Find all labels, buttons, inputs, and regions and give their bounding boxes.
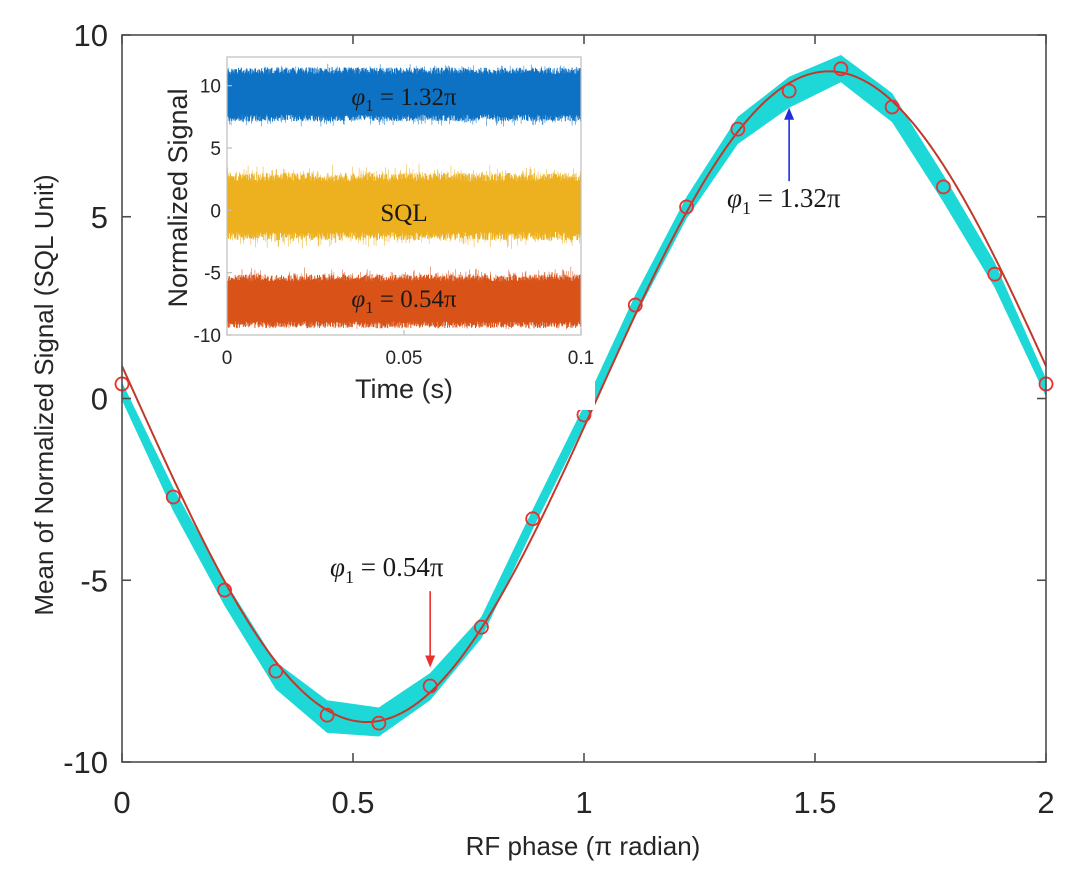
data-point [268,663,284,679]
data-point [936,179,951,195]
annotation-var: φ [727,183,742,213]
inset-y-tick-label: 0 [210,201,221,222]
x-tick-label: 1.5 [793,785,836,820]
inset-x-tick-label: 0.05 [386,348,423,369]
data-point [833,61,849,77]
data-point [987,266,1003,282]
inset-signal-trace [226,63,581,127]
annotation-sub: 1 [742,198,751,218]
inset-y-tick-label: 10 [200,77,221,98]
inset-label-rest: SQL [380,200,427,227]
inset-series-label: φ1 = 0.54π [351,286,457,317]
inset-y-axis-label: Normalized Signal [163,88,193,307]
inset-series-label: φ1 = 1.32π [351,84,457,115]
annotation-label: φ1 = 1.32π [727,183,841,218]
annotation-sub: 1 [345,567,354,587]
data-point [474,619,489,635]
y-tick-label: 0 [91,382,108,417]
y-tick-label: -5 [80,563,108,598]
main-x-ticks: 0 0.5 1 1.5 2 [113,35,1055,820]
inset-x-axis-label: Time (s) [355,374,453,404]
inset-label-sub: 1 [365,96,374,115]
inset-label-var: φ [351,286,365,313]
data-point [781,83,797,99]
inset-label-sub: 1 [365,298,374,317]
inset-y-tick-label: -5 [204,264,221,285]
data-point [730,121,746,137]
y-tick-label: 10 [74,18,108,53]
data-point [319,707,335,723]
annotation-var: φ [330,552,345,582]
main-x-axis-label: RF phase (π radian) [466,831,701,861]
data-point [884,99,900,115]
inset-x-ticks: 0 0.05 0.1 [222,330,594,369]
x-tick-label: 0.5 [331,785,374,820]
x-tick-label: 1 [575,785,592,820]
x-tick-label: 2 [1037,785,1054,820]
inset-signal-layer [226,63,581,330]
inset-signal-trace [226,266,581,330]
data-point [217,582,232,598]
data-point [627,297,643,313]
inset-label-rest: = 1.32π [374,84,457,111]
arrowhead-icon [425,655,436,668]
inset-x-tick-label: 0 [222,348,233,369]
inset-label-rest: = 0.54π [374,286,457,313]
annotation-label: φ1 = 0.54π [330,552,444,587]
data-point [422,678,438,694]
annotation-rest: = 0.54π [354,552,444,582]
y-tick-label: -10 [63,745,108,780]
annotation-rest: = 1.32π [751,183,841,213]
data-point [371,715,387,731]
arrowhead-icon [784,107,795,120]
inset-y-tick-label: -10 [194,326,221,347]
data-point [679,199,694,215]
inset-series-label: SQL [380,200,427,227]
data-point [525,511,541,527]
inset-signal-trace [226,164,581,249]
inset-label-var: φ [351,84,365,111]
inset-y-tick-label: 5 [210,139,221,160]
x-tick-label: 0 [113,785,130,820]
inset-x-tick-label: 0.1 [568,348,594,369]
inset-y-ticks: -10 -5 0 5 10 [194,77,232,347]
data-point [165,489,181,505]
main-y-axis-label: Mean of Normalized Signal (SQL Unit) [29,174,59,615]
y-tick-label: 5 [91,200,108,235]
